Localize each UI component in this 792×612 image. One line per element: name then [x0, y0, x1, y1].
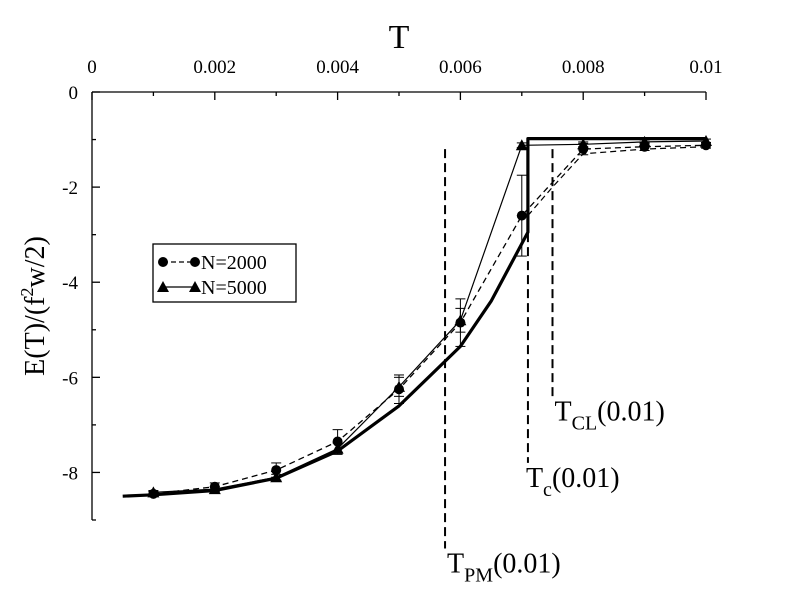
point-circle	[271, 465, 282, 476]
reference-label-sub: CL	[572, 412, 598, 434]
reference-line-label-pm: TPM(0.01)	[447, 549, 561, 587]
reference-label-tail: (0.01)	[493, 549, 561, 580]
x-axis-title: T	[389, 19, 410, 56]
reference-label-main: T	[447, 549, 464, 580]
x-tick-label: 0	[87, 57, 97, 78]
reference-label-main: T	[555, 396, 572, 427]
x-tick-label: 0.01	[689, 57, 722, 78]
y-tick-label: 0	[69, 83, 79, 104]
x-tick-label: 0.008	[562, 57, 605, 78]
legend-marker-circle	[158, 257, 168, 267]
point-triangle	[515, 139, 528, 151]
x-tick-label: 0.006	[439, 57, 482, 78]
y-axis-title-superscript: 2	[17, 288, 37, 297]
data-markers	[147, 134, 712, 499]
point-circle	[332, 436, 343, 447]
y-axis-title: E(T)/(f2w/2)	[17, 236, 51, 376]
series-0-line	[153, 144, 707, 495]
point-circle	[516, 210, 527, 221]
legend-marker-triangle	[157, 281, 169, 292]
point-triangle	[208, 483, 221, 495]
y-tick-label: -4	[62, 273, 78, 294]
point-triangle	[454, 314, 467, 326]
y-axis-title-tail: w/2)	[20, 236, 51, 287]
legend-label: N=2000	[201, 252, 267, 274]
reference-label-tail: (0.01)	[597, 396, 665, 427]
legend-marker-circle	[190, 257, 200, 267]
point-triangle	[270, 471, 283, 483]
reference-label-sub: PM	[464, 565, 493, 587]
y-axis-title-main: E(T)/(f	[20, 296, 51, 376]
legend-marker-triangle	[189, 281, 201, 292]
reference-line-label-cl: TCL(0.01)	[555, 396, 665, 434]
reference-line-label-c: Tc(0.01)	[526, 463, 620, 501]
reference-label-tail: (0.01)	[552, 463, 620, 494]
point-triangle	[393, 380, 405, 392]
legend-label: N=5000	[201, 277, 267, 299]
series-3-line	[527, 146, 707, 216]
x-tick-label: 0.004	[316, 57, 359, 78]
y-tick-label: -2	[62, 178, 78, 199]
y-tick-label: -8	[62, 463, 78, 484]
legend: N=2000 N=5000	[152, 243, 297, 303]
reference-lines	[444, 149, 554, 549]
point-triangle	[638, 135, 651, 147]
point-triangle	[700, 134, 712, 146]
y-tick-label: -6	[62, 368, 78, 389]
point-triangle	[577, 138, 590, 150]
series-1-line	[153, 140, 707, 493]
axes: 0 0.002 0.004 0.006 0.008 0.01 0 -2 -4 -6 -8	[62, 57, 723, 521]
point-triangle	[331, 442, 344, 454]
x-tick-label: 0.002	[193, 57, 236, 78]
series-lines	[122, 137, 707, 498]
series-2-line	[122, 137, 706, 498]
reference-line-labels: TPM(0.01)Tc(0.01)TCL(0.01)	[447, 396, 665, 586]
point-triangle	[147, 486, 160, 498]
reference-label-sub: c	[543, 479, 552, 501]
reference-label-main: T	[526, 463, 543, 494]
legend-box	[152, 243, 297, 303]
